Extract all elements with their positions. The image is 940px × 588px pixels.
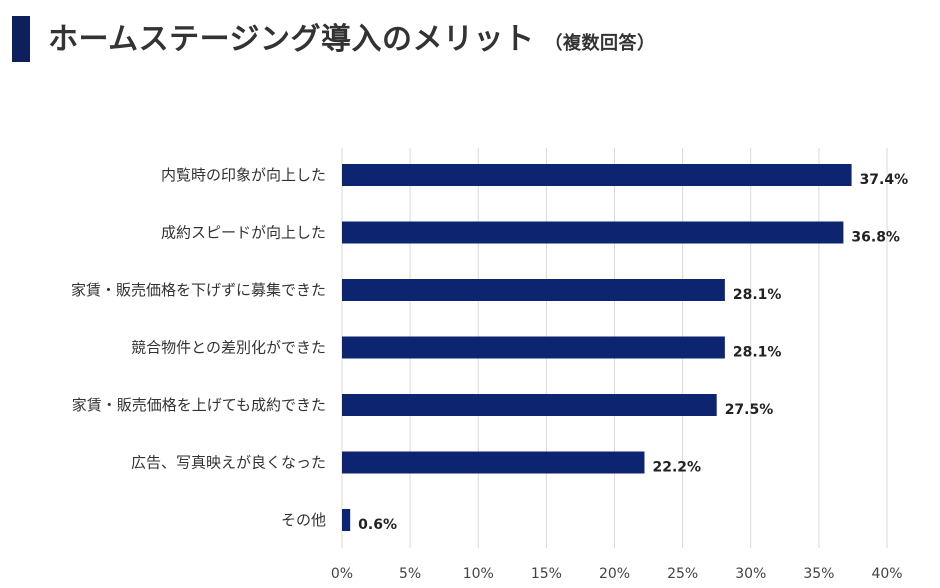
bar [342, 336, 725, 359]
x-tick-label: 40% [871, 566, 902, 582]
category-label: その他 [281, 511, 326, 529]
chart-title: ホームステージング導入のメリット （複数回答） [48, 14, 656, 58]
category-label: 広告、写真映えが良くなった [131, 454, 326, 472]
bar [342, 221, 844, 244]
x-tick-label: 5% [399, 566, 421, 582]
value-label: 28.1% [733, 345, 782, 361]
title-accent-bar [12, 16, 30, 62]
x-tick-label: 20% [599, 566, 630, 582]
x-tick-label: 0% [331, 566, 353, 582]
category-label: 成約スピードが向上した [161, 224, 326, 242]
category-label: 家賃・販売価格を上げても成約できた [72, 396, 326, 414]
bar [342, 279, 725, 301]
category-label: 家賃・販売価格を下げずに募集できた [71, 281, 326, 299]
bar [342, 164, 852, 186]
chart-subtitle: （複数回答） [544, 33, 656, 54]
chart-header: ホームステージング導入のメリット （複数回答） [0, 0, 940, 80]
category-label: 競合物件との差別化ができた [131, 339, 326, 357]
x-tick-label: 25% [667, 566, 698, 582]
x-tick-label: 35% [803, 566, 834, 582]
bar [342, 509, 351, 531]
x-tick-label: 30% [735, 566, 766, 582]
value-label: 0.6% [358, 517, 397, 533]
bar [342, 394, 717, 416]
bar [342, 451, 645, 474]
x-tick-label: 10% [463, 566, 494, 582]
value-label: 37.4% [860, 172, 909, 188]
value-label: 22.2% [652, 460, 701, 476]
x-tick-label: 15% [531, 566, 562, 582]
category-label: 内覧時の印象が向上した [161, 166, 326, 184]
value-label: 28.1% [733, 287, 782, 303]
value-label: 27.5% [725, 402, 774, 418]
chart-title-text: ホームステージング導入のメリット [48, 22, 535, 57]
value-label: 36.8% [851, 230, 900, 246]
